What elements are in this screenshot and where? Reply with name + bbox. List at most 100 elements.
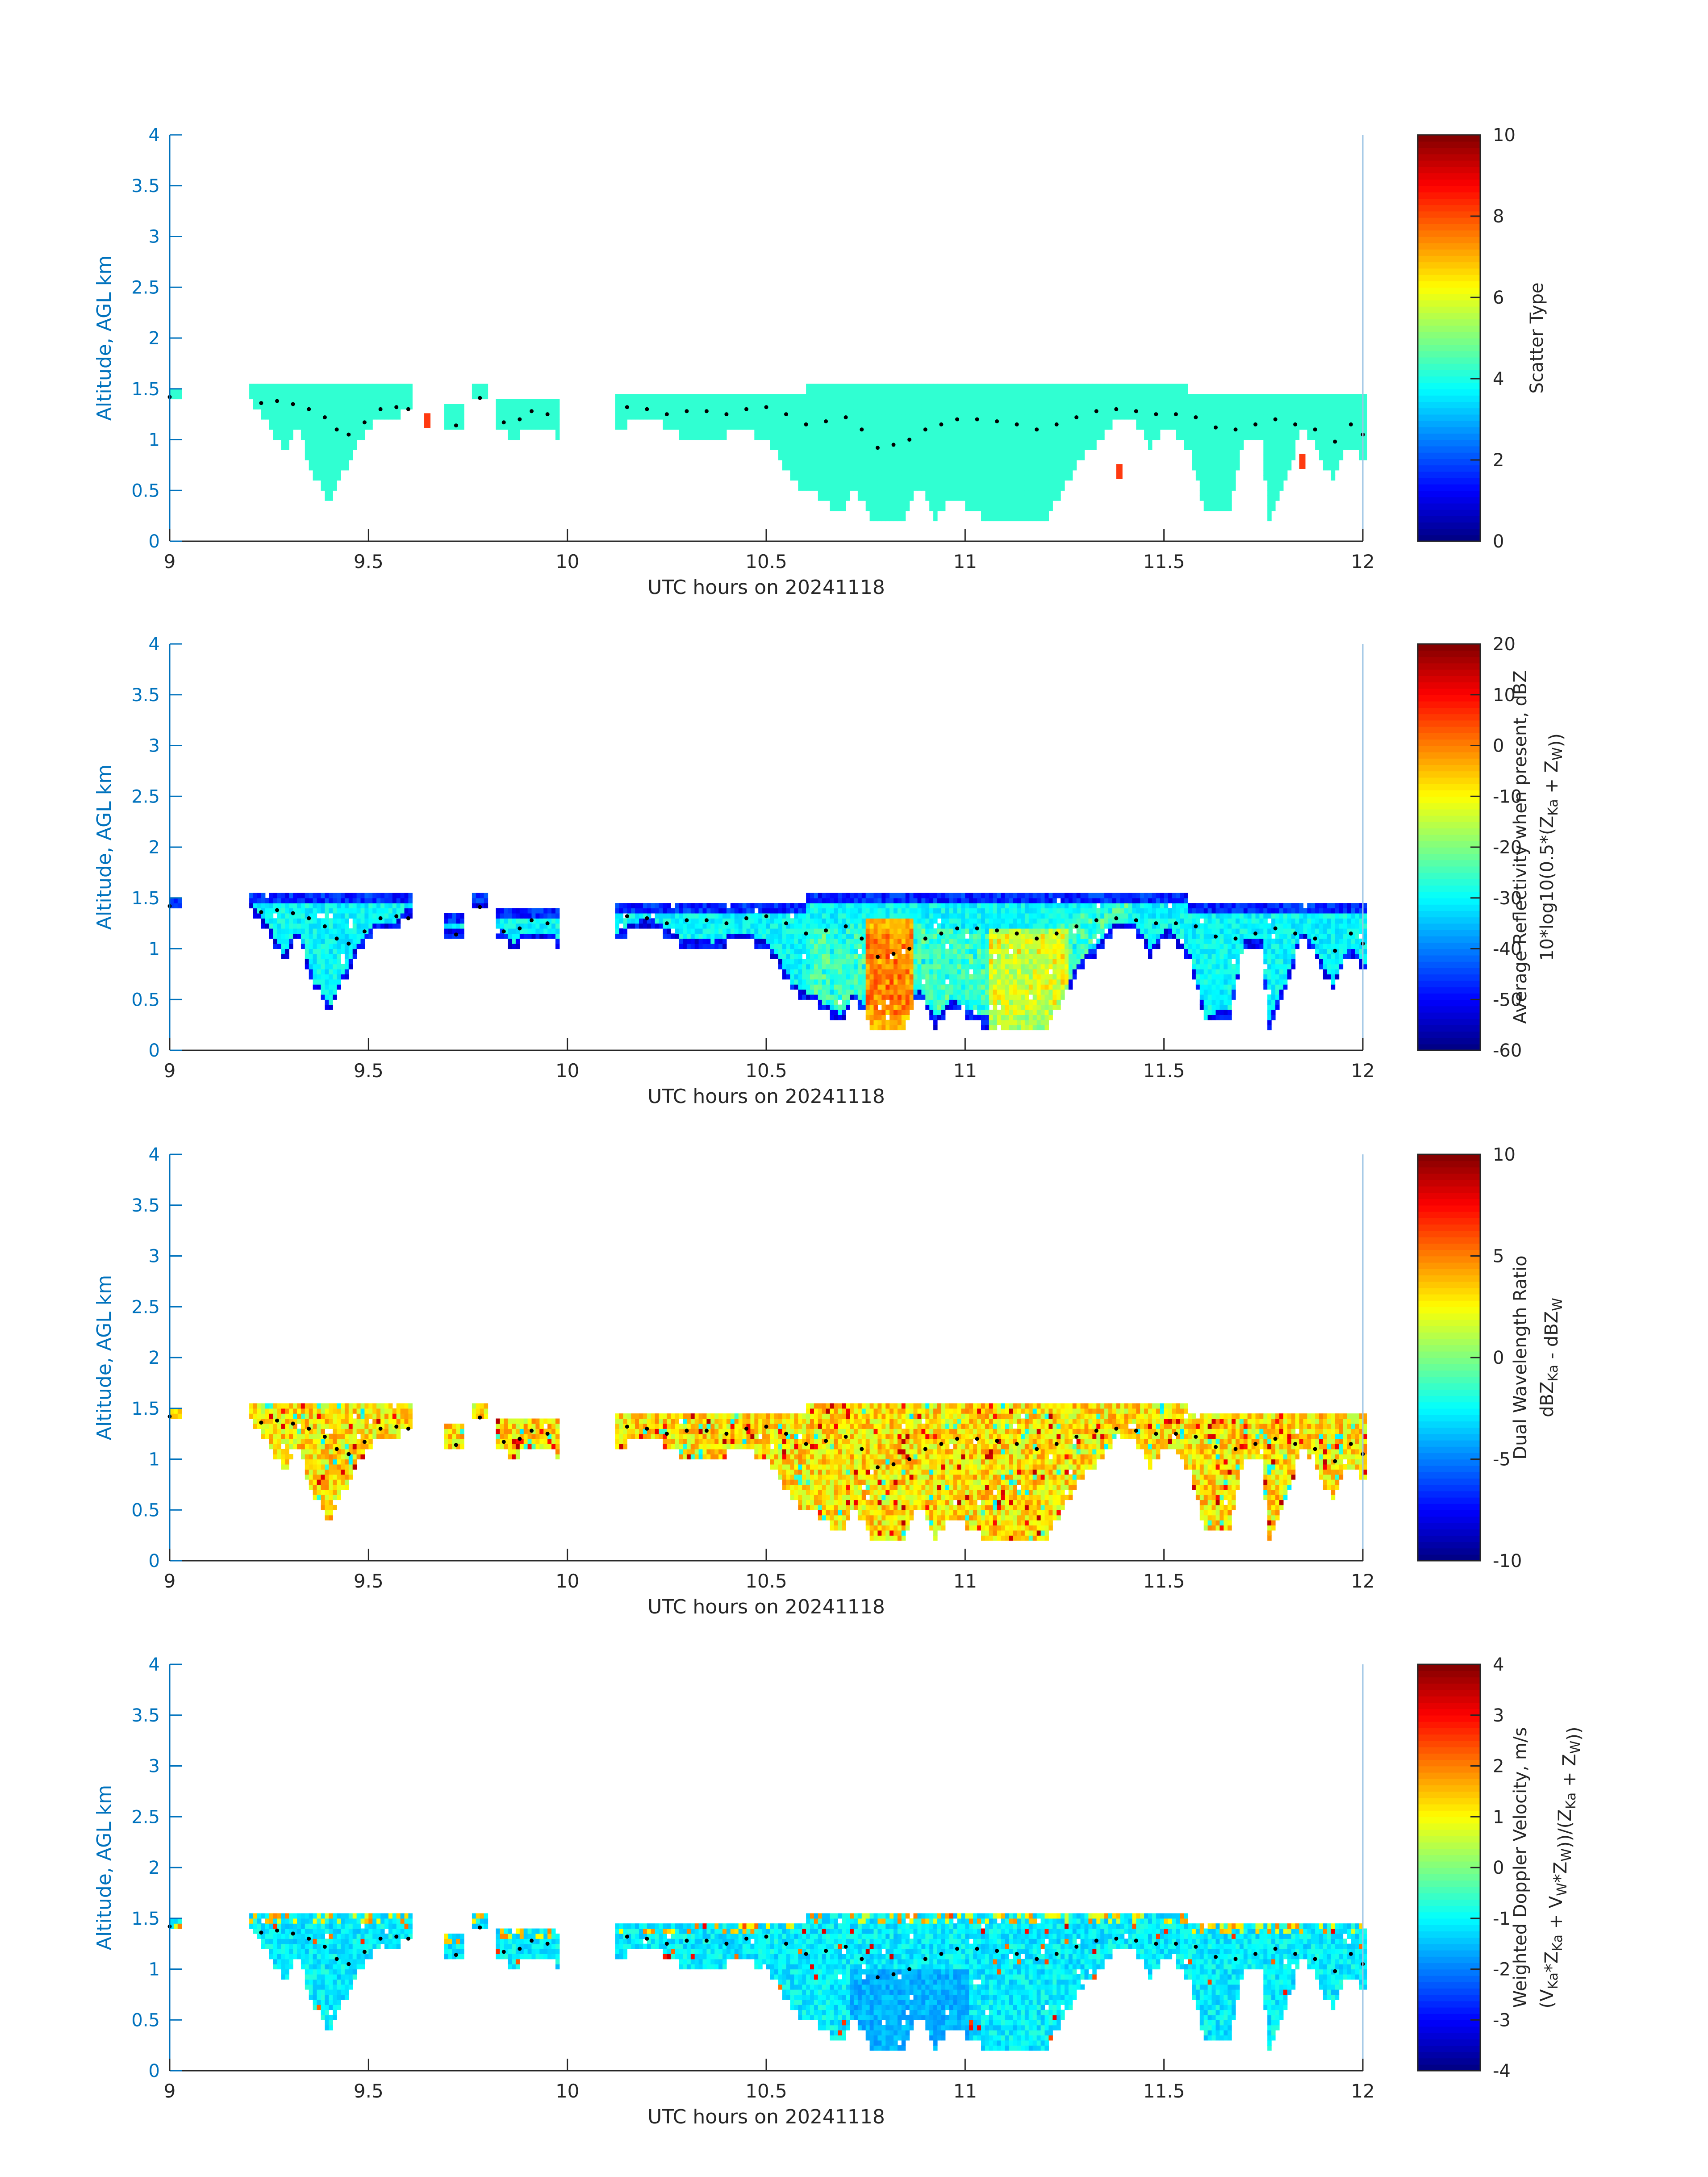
heatmap-cell <box>925 475 930 481</box>
heatmap-cell <box>909 490 914 496</box>
heatmap-cell <box>742 903 747 909</box>
heatmap-cell <box>631 404 635 409</box>
heatmap-cell <box>726 419 731 425</box>
heatmap-cell <box>1199 429 1204 435</box>
heatmap-cell <box>842 495 846 501</box>
heatmap-cell <box>333 435 337 440</box>
heatmap-cell <box>356 424 361 430</box>
heatmap-cell <box>786 908 790 914</box>
heatmap-cell <box>1164 404 1169 409</box>
heatmap-cell <box>1009 389 1013 394</box>
heatmap-cell <box>1164 409 1169 415</box>
heatmap-cell <box>1295 404 1300 409</box>
heatmap-cell <box>1028 510 1033 516</box>
heatmap-cell <box>364 424 369 430</box>
heatmap-cell <box>527 424 532 430</box>
heatmap-cell <box>973 485 977 491</box>
heatmap-cell <box>1009 439 1013 445</box>
heatmap-cell <box>265 414 270 420</box>
heatmap-cell <box>690 399 695 405</box>
heatmap-cell <box>869 490 874 496</box>
heatmap-cell <box>698 424 703 430</box>
heatmap-cell <box>309 928 313 934</box>
heatmap-cell <box>921 435 926 440</box>
heatmap-cell <box>321 964 325 969</box>
heatmap-cell <box>515 908 520 914</box>
heatmap-cell <box>500 424 504 430</box>
heatmap-cell <box>623 409 627 415</box>
heatmap-cell <box>1287 419 1292 425</box>
heatmap-cell <box>452 933 456 939</box>
heatmap-cell <box>925 450 930 455</box>
heatmap-cell <box>953 470 958 476</box>
heatmap-cell <box>993 394 998 400</box>
heatmap-cell <box>1219 475 1224 481</box>
heatmap-cell <box>834 384 838 389</box>
heatmap-cell <box>1259 435 1264 440</box>
heatmap-cell <box>1048 384 1053 389</box>
heatmap-cell <box>881 404 886 409</box>
heatmap-cell <box>333 409 337 415</box>
heatmap-cell <box>368 414 373 420</box>
heatmap-cell <box>881 460 886 465</box>
cloud-base-dot <box>334 427 339 432</box>
heatmap-cell <box>814 903 819 909</box>
heatmap-cell <box>1001 429 1005 435</box>
heatmap-cell <box>830 480 834 486</box>
heatmap-cell <box>794 969 798 974</box>
heatmap-cell <box>333 974 337 980</box>
heatmap-cell <box>289 933 293 939</box>
heatmap-cell <box>635 409 639 415</box>
heatmap-cell <box>372 384 377 389</box>
heatmap-cell <box>321 455 325 460</box>
heatmap-cell <box>1164 399 1169 405</box>
heatmap-cell <box>1327 409 1332 415</box>
heatmap-cell <box>981 384 986 389</box>
heatmap-cell <box>869 485 874 491</box>
heatmap-cell <box>734 419 739 425</box>
heatmap-cell <box>873 506 878 511</box>
heatmap-cell <box>1228 506 1232 511</box>
heatmap-cell <box>917 414 922 420</box>
heatmap-cell <box>941 389 946 394</box>
heatmap-cell <box>877 501 882 506</box>
heatmap-cell <box>321 384 325 389</box>
heatmap-cell <box>1136 389 1140 394</box>
heatmap-cell <box>786 964 790 969</box>
heatmap-cell <box>531 913 536 919</box>
heatmap-cell <box>249 389 254 394</box>
heatmap-cell <box>1283 444 1288 450</box>
heatmap-cell <box>285 429 289 435</box>
heatmap-cell <box>894 419 898 425</box>
heatmap-cell <box>1359 429 1363 435</box>
heatmap-cell <box>321 949 325 954</box>
heatmap-cell <box>830 470 834 476</box>
heatmap-cell <box>285 384 289 389</box>
heatmap-cell <box>746 394 751 400</box>
heatmap-cell <box>794 419 798 425</box>
heatmap-cell <box>973 506 977 511</box>
heatmap-cell <box>889 475 894 481</box>
heatmap-cell <box>667 399 671 405</box>
heatmap-cell <box>313 938 317 944</box>
heatmap-cell <box>647 903 651 909</box>
heatmap-cell <box>758 414 763 420</box>
heatmap-cell <box>718 928 723 934</box>
heatmap-cell <box>894 501 898 506</box>
heatmap-cell <box>1048 444 1053 450</box>
heatmap-cell <box>754 913 759 919</box>
heatmap-cell <box>925 394 930 400</box>
heatmap-cell <box>770 923 775 929</box>
heatmap-cell <box>877 506 882 511</box>
heatmap-cell <box>826 439 831 445</box>
heatmap-cell <box>1192 444 1196 450</box>
heatmap-cell <box>798 913 802 919</box>
heatmap-cell <box>794 923 798 929</box>
heatmap-cell <box>913 460 918 465</box>
heatmap-cell <box>1144 414 1148 420</box>
heatmap-cell <box>1180 384 1184 389</box>
heatmap-cell <box>913 465 918 471</box>
heatmap-cell <box>1303 424 1307 430</box>
heatmap-cell <box>1275 470 1280 476</box>
heatmap-cell <box>1136 394 1140 400</box>
